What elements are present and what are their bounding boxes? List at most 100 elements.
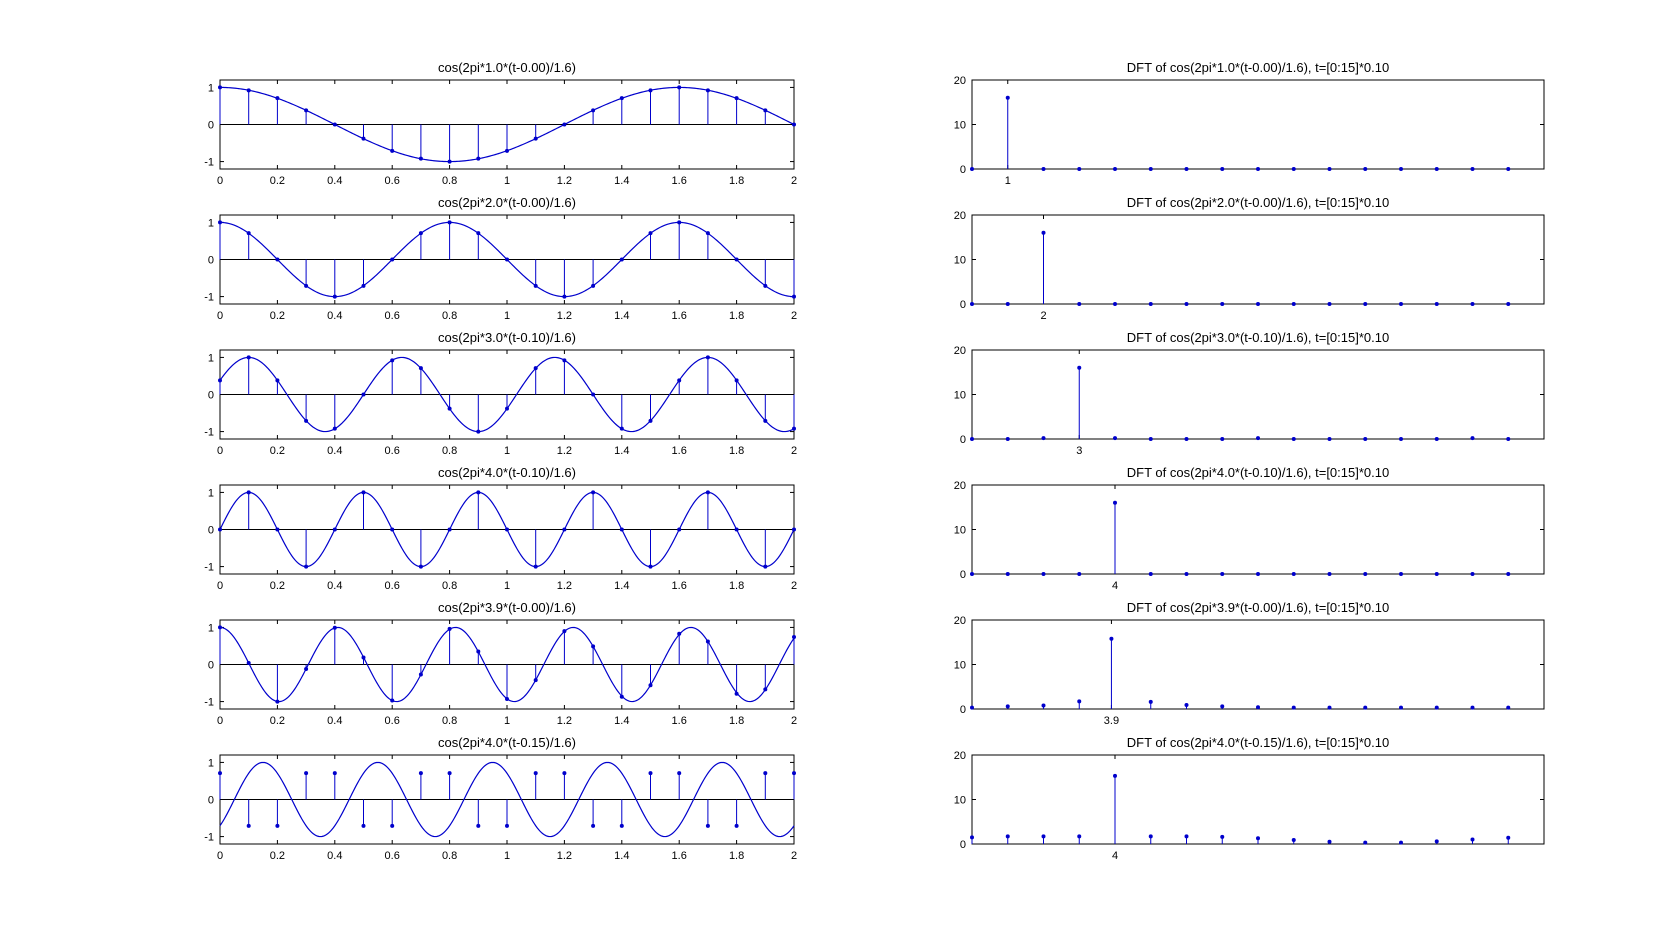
sample-point (619, 426, 624, 431)
sample-point (533, 771, 538, 776)
sample-point (792, 294, 796, 299)
sample-point (476, 429, 481, 434)
y-tick-label: 0 (208, 120, 214, 132)
sample-point (476, 156, 481, 161)
y-tick-label: -1 (204, 697, 214, 709)
x-tick-label: 0.6 (385, 310, 400, 322)
x-tick-label: 0.4 (327, 175, 342, 187)
y-tick-label: 20 (954, 210, 966, 222)
sample-point (734, 378, 739, 383)
dft-point (1363, 840, 1368, 845)
x-tick-label: 1 (504, 175, 510, 187)
y-tick-label: -1 (204, 157, 214, 169)
sample-point (246, 355, 251, 360)
dft-point (1220, 167, 1225, 171)
sample-point (533, 136, 538, 141)
dft-point (1363, 705, 1368, 710)
subplot-s4: cos(2pi*4.0*(t-0.10)/1.6) 0 0.2 0.4 0.6 0.8 1 1… (204, 465, 797, 592)
sample-point (705, 231, 710, 236)
dft-point (1148, 302, 1153, 306)
sample-point (792, 122, 796, 127)
sample-point (476, 649, 481, 654)
sample-point (390, 527, 395, 532)
sample-point (505, 148, 509, 153)
axes-box (971, 754, 1545, 845)
subplot-title: DFT of cos(2pi*3.9*(t-0.00)/1.6), t=[0:1… (1127, 600, 1389, 615)
x-tick-label: 0.4 (327, 310, 342, 322)
x-tick-label: 0.6 (385, 175, 400, 187)
sample-point (677, 527, 682, 532)
dft-point (1220, 704, 1225, 709)
subplot-d1: DFT of cos(2pi*1.0*(t-0.00)/1.6), t=[0:1… (954, 60, 1545, 187)
sample-point (505, 696, 509, 701)
dft-point (970, 835, 974, 840)
dft-point (1470, 436, 1475, 441)
subplot-s5: cos(2pi*3.9*(t-0.00)/1.6) 0 0.2 0.4 0.6 0.8 1 1… (204, 600, 797, 727)
y-tick-label: -1 (204, 427, 214, 439)
sample-point (533, 564, 538, 569)
dft-point (1291, 437, 1296, 441)
sample-point (533, 678, 538, 683)
dft-point (1506, 302, 1511, 306)
subplot-title: DFT of cos(2pi*2.0*(t-0.00)/1.6), t=[0:1… (1127, 195, 1389, 210)
dft-point (1256, 572, 1260, 576)
x-tick-label: 1.6 (672, 580, 687, 592)
dft-point (1434, 167, 1439, 171)
sample-point (332, 771, 337, 776)
sample-point (304, 283, 309, 288)
dft-point (1470, 705, 1475, 710)
sample-point (275, 527, 280, 532)
dft-point (1184, 572, 1189, 576)
sample-point (418, 366, 423, 371)
sample-point (447, 220, 452, 225)
sample-point (734, 257, 739, 262)
y-tick-label: 20 (954, 750, 966, 762)
sample-point (390, 358, 395, 363)
sample-point (304, 108, 309, 113)
y-tick-label: -1 (204, 562, 214, 574)
dft-point (1077, 302, 1082, 306)
sample-point (763, 564, 768, 569)
dft-point (1470, 572, 1475, 576)
x-tick-label: 1.6 (672, 175, 687, 187)
x-tick-label: 1.6 (672, 445, 687, 457)
dft-point (1109, 636, 1114, 641)
y-tick-label: 20 (954, 480, 966, 492)
dft-point (1041, 436, 1046, 441)
sample-point (361, 823, 366, 828)
subplot-title: DFT of cos(2pi*4.0*(t-0.15)/1.6), t=[0:1… (1127, 735, 1389, 750)
dft-point (1113, 500, 1117, 505)
sample-point (677, 85, 682, 90)
dft-point (1399, 302, 1403, 306)
y-tick-label: 20 (954, 615, 966, 627)
sample-point (275, 96, 280, 101)
x-tick-label: 1.6 (672, 715, 687, 727)
sample-point (619, 96, 624, 101)
dft-point (1148, 572, 1153, 576)
dft-point (1363, 302, 1368, 306)
dft-point (1363, 167, 1368, 171)
sample-point (447, 159, 452, 164)
dft-point (1220, 437, 1225, 441)
x-tick-label: 2 (791, 175, 797, 187)
x-tick-label: 0.8 (442, 580, 457, 592)
dft-point (970, 167, 974, 171)
sample-point (648, 564, 653, 569)
x-tick-label: 1.4 (614, 580, 629, 592)
dft-point (1005, 704, 1010, 709)
sample-point (763, 108, 768, 113)
sample-point (734, 96, 739, 101)
dft-point (1041, 167, 1046, 171)
dft-point (1363, 437, 1368, 441)
sample-point (304, 564, 309, 569)
subplot-s1: cos(2pi*1.0*(t-0.00)/1.6) 0 0.2 0.4 0.6 0.8 1 1… (204, 60, 797, 187)
dft-point (1291, 167, 1296, 171)
x-tick-label: 1.2 (557, 580, 572, 592)
x-tick-label: 1.2 (557, 715, 572, 727)
x-tick-label: 0.6 (385, 580, 400, 592)
dft-point (1434, 705, 1439, 710)
sample-point (763, 283, 768, 288)
x-tick-label: 1.4 (614, 445, 629, 457)
x-tick-label: 0 (217, 175, 223, 187)
